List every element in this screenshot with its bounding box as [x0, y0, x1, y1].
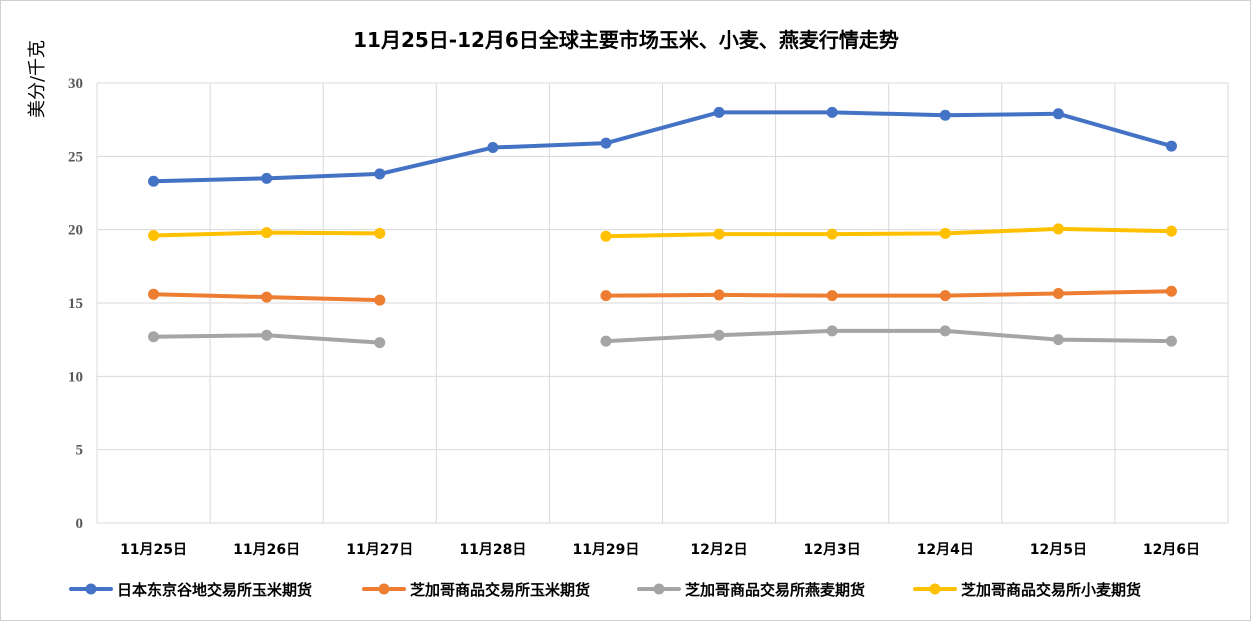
y-tick-label: 10	[68, 369, 83, 385]
series-line	[151, 110, 1174, 184]
x-tick-label: 11月25日	[120, 542, 187, 558]
x-tick-label: 12月6日	[1143, 542, 1200, 558]
x-tick-label: 12月2日	[690, 542, 747, 558]
data-point	[939, 227, 951, 239]
x-tick-label: 12月5日	[1030, 542, 1087, 558]
series-3	[148, 223, 1177, 242]
gridlines	[96, 82, 1229, 524]
data-point	[713, 228, 725, 240]
data-point	[1052, 108, 1064, 120]
data-point	[826, 290, 838, 302]
data-point	[713, 289, 725, 301]
y-axis-label: 美分/千克	[27, 40, 48, 118]
data-point	[1052, 334, 1064, 346]
data-point	[148, 175, 160, 187]
data-point	[261, 329, 273, 341]
data-point	[1165, 225, 1177, 237]
x-tick-label: 12月3日	[804, 542, 861, 558]
data-point	[148, 331, 160, 343]
data-point	[374, 227, 386, 239]
series-2	[148, 325, 1177, 349]
data-point	[148, 288, 160, 300]
series-0	[148, 106, 1177, 187]
data-point	[600, 335, 612, 347]
y-tick-label: 30	[68, 76, 83, 92]
data-point	[939, 290, 951, 302]
data-point	[1165, 335, 1177, 347]
data-point	[713, 106, 725, 118]
data-point	[1165, 140, 1177, 152]
series-line	[603, 226, 1174, 239]
legend-marker	[929, 583, 941, 595]
data-point	[600, 290, 612, 302]
legend-marker	[653, 583, 665, 595]
legend-label: 日本东京谷地交易所玉米期货	[117, 581, 312, 599]
data-point	[939, 109, 951, 121]
data-point	[374, 294, 386, 306]
legend-label: 芝加哥商品交易所燕麦期货	[685, 581, 865, 599]
legend-label: 芝加哥商品交易所玉米期货	[410, 581, 590, 599]
y-tick-label: 5	[76, 443, 84, 459]
data-point	[826, 106, 838, 118]
series-line	[603, 328, 1174, 344]
series-lines	[148, 106, 1177, 349]
data-point	[826, 228, 838, 240]
y-tick-label: 20	[68, 223, 83, 239]
data-point	[1052, 223, 1064, 235]
chart-title: 11月25日-12月6日全球主要市场玉米、小麦、燕麦行情走势	[353, 28, 899, 52]
legend-label: 芝加哥商品交易所小麦期货	[961, 581, 1141, 599]
data-point	[1052, 287, 1064, 299]
data-point	[261, 291, 273, 303]
series-line	[603, 289, 1174, 298]
y-tick-label: 25	[68, 149, 83, 165]
x-tick-label: 11月28日	[459, 542, 526, 558]
data-point	[1165, 285, 1177, 297]
data-point	[148, 230, 160, 242]
legend-marker	[85, 583, 97, 595]
data-point	[600, 230, 612, 242]
y-tick-label: 15	[68, 296, 83, 312]
y-tick-labels: 0 5 10 15 20 25 30	[68, 76, 83, 532]
y-tick-label: 0	[76, 516, 84, 532]
data-point	[261, 172, 273, 184]
data-point	[374, 337, 386, 349]
legend: 日本东京谷地交易所玉米期货 芝加哥商品交易所玉米期货 芝加哥商品交易所燕麦期货 芝加哥…	[69, 581, 1141, 599]
data-point	[826, 325, 838, 337]
legend-item: 芝加哥商品交易所燕麦期货	[637, 581, 865, 599]
legend-item: 芝加哥商品交易所小麦期货	[913, 581, 1141, 599]
data-point	[713, 329, 725, 341]
legend-marker	[378, 583, 390, 595]
legend-item: 芝加哥商品交易所玉米期货	[362, 581, 590, 599]
x-tick-label: 11月29日	[572, 542, 639, 558]
data-point	[939, 325, 951, 337]
data-point	[487, 142, 499, 154]
data-point	[600, 137, 612, 149]
legend-item: 日本东京谷地交易所玉米期货	[69, 581, 312, 599]
data-point	[261, 227, 273, 239]
x-tick-label: 11月26日	[233, 542, 300, 558]
x-tick-labels: 11月25日 11月26日 11月27日 11月28日 11月29日 12月2日 12月3日…	[120, 542, 1200, 558]
series-1	[148, 285, 1177, 306]
x-tick-label: 12月4日	[917, 542, 974, 558]
x-tick-label: 11月27日	[346, 542, 413, 558]
data-point	[374, 168, 386, 180]
